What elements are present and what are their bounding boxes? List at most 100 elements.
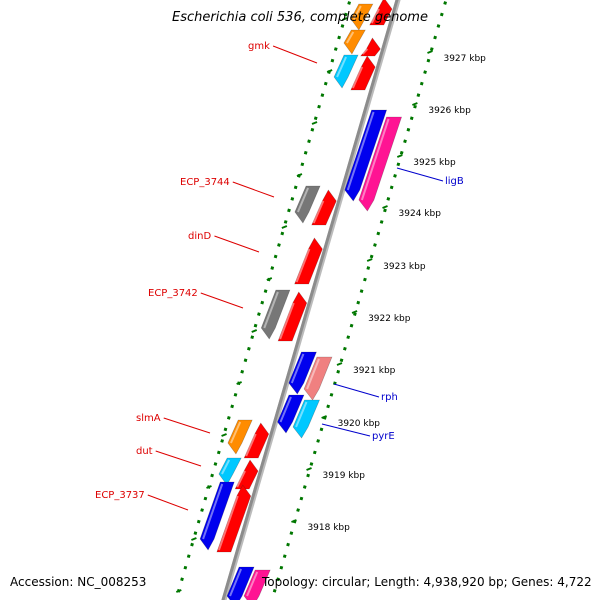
feature-cds-gmk-a-body [360, 37, 381, 57]
gene-label-gmk: gmk [248, 41, 318, 64]
gene-label-text: dut [136, 446, 153, 457]
minor-tick [326, 69, 333, 73]
feature-cds-3744-shine [312, 200, 325, 224]
feature-cog-cyan-dut-body [218, 457, 242, 486]
minor-tick [175, 589, 182, 593]
feature-cds-top [369, 0, 393, 26]
scale-ticks: 3927 kbp 3926 kbp 3925 kbp 3924 kbp 3923 kbp… [175, 17, 486, 593]
feature-cog-orange-slmA [227, 419, 253, 455]
gene-leader-line [333, 383, 380, 398]
backbone-line [221, 0, 399, 600]
gene-leader-line [200, 292, 244, 309]
gene-label-ligb: ligB [396, 167, 464, 187]
feature-cds-3737-body [216, 484, 252, 553]
scale-tick-label: 3926 kbp [428, 106, 471, 116]
minor-tick [266, 277, 273, 281]
feature-cds-3744-body [311, 189, 337, 226]
gene-leader-line [396, 167, 444, 182]
scale-tick-label: 3920 kbp [338, 419, 381, 429]
feature-cog-pink-bottom-body [243, 569, 271, 600]
scale-tick [306, 467, 312, 471]
scale-tick [366, 258, 373, 262]
feature-hypo-3744-shine [296, 187, 309, 213]
feature-cds-3742-shine [279, 302, 295, 340]
minor-tick [191, 537, 197, 541]
feature-cog-cyan-gmk-body [333, 54, 359, 89]
gene-label-text: ligB [445, 176, 464, 187]
gene-label-dind: dinD [188, 231, 260, 253]
feature-cds-3737 [216, 484, 252, 553]
minor-tick [341, 17, 348, 21]
feature-cog-cyan-gmk [333, 54, 359, 89]
feature-cds-slmA-body [243, 422, 270, 459]
gene-leader-line [321, 423, 371, 437]
gene-label-dut: dut [136, 446, 202, 467]
scale-tick [427, 50, 433, 54]
minor-tick [236, 381, 243, 385]
feature-cds-3742-body [277, 291, 308, 342]
feature-cog-orange-top-body [350, 3, 374, 31]
feature-arrows [199, 0, 402, 600]
feature-cog-cyan-pyrE-shine [295, 401, 308, 428]
gene-label-text: ECP_3744 [180, 177, 230, 188]
scale-tick-label: 3925 kbp [413, 158, 456, 168]
feature-cog-orange-2-body [343, 29, 366, 55]
map-title: Escherichia coli 536, complete genome [172, 10, 428, 25]
feature-cds-3744 [311, 189, 337, 226]
scale-tick-label: 3927 kbp [443, 54, 486, 64]
gene-label-text: dinD [188, 231, 211, 242]
minor-tick [281, 225, 288, 229]
scale-tick-label: 3924 kbp [399, 209, 442, 219]
gene-label-ecp_3744: ECP_3744 [180, 177, 275, 198]
feature-cds-pyrE [277, 394, 305, 434]
feature-cds-rph [288, 351, 317, 395]
feature-cog-pink-ligB [358, 116, 402, 212]
feature-cds-top-body [369, 0, 393, 26]
minor-tick [311, 121, 318, 125]
gene-leader-line [232, 181, 275, 198]
feature-cds-rph-shine [290, 353, 305, 384]
scale-tick-label: 3922 kbp [368, 314, 411, 324]
feature-hypo-3744-body [294, 185, 321, 224]
scale-tick-label: 3921 kbp [353, 366, 396, 376]
feature-cog-orange-top-shine [352, 5, 362, 20]
scale-tick [382, 205, 388, 209]
feature-cds-rph-body [288, 351, 317, 395]
gene-leader-line [163, 417, 211, 434]
feature-cog-orange-2 [343, 29, 366, 55]
feature-hypo-3742-body [260, 289, 291, 340]
feature-cds-bottom-body [226, 566, 255, 600]
feature-cds-3737-shine [217, 495, 239, 551]
feature-cds-gmk-a [360, 37, 381, 57]
feature-cds-dinD-body [294, 237, 323, 285]
scale-tick [321, 415, 327, 419]
feature-cds-dut-shine [236, 470, 246, 488]
feature-cds-bottom [226, 566, 255, 600]
gene-label-text: pyrE [372, 431, 395, 442]
feature-cds-ligB [344, 109, 388, 202]
gene-label-text: gmk [248, 41, 270, 52]
scale-tick [396, 154, 403, 158]
feature-cog-orange-slmA-body [227, 419, 253, 455]
feature-hypo-3742-shine [263, 291, 279, 329]
feature-cog-salmon-rph-body [303, 356, 333, 401]
scale-tick-label: 3919 kbp [323, 471, 366, 481]
gene-label-text: ECP_3742 [148, 288, 198, 299]
feature-cds-ligB-body [344, 109, 388, 202]
gene-label-rph: rph [333, 383, 398, 403]
feature-cog-blue-3737-shine [202, 483, 224, 540]
feature-cds-top-shine [370, 8, 380, 24]
gene-label-ecp_3742: ECP_3742 [148, 288, 244, 309]
feature-cds-gmk-a-shine [362, 48, 369, 55]
feature-cds-bottom-shine [229, 568, 242, 597]
feature-cog-pink-bottom-shine [246, 571, 259, 597]
backbone-group [221, 0, 401, 600]
gene-labels: gmk ECP_3744 dinD ECP_3742 slmA dut ECP_3737 li… [95, 41, 464, 511]
feature-cog-pink-ligB-shine [360, 118, 390, 201]
gene-label-pyre: pyrE [321, 423, 395, 442]
accession-label: Accession: NC_008253 [10, 575, 147, 589]
scale-tick [412, 102, 418, 106]
feature-cds-dinD-shine [295, 248, 311, 283]
feature-cog-orange-top [350, 3, 374, 31]
